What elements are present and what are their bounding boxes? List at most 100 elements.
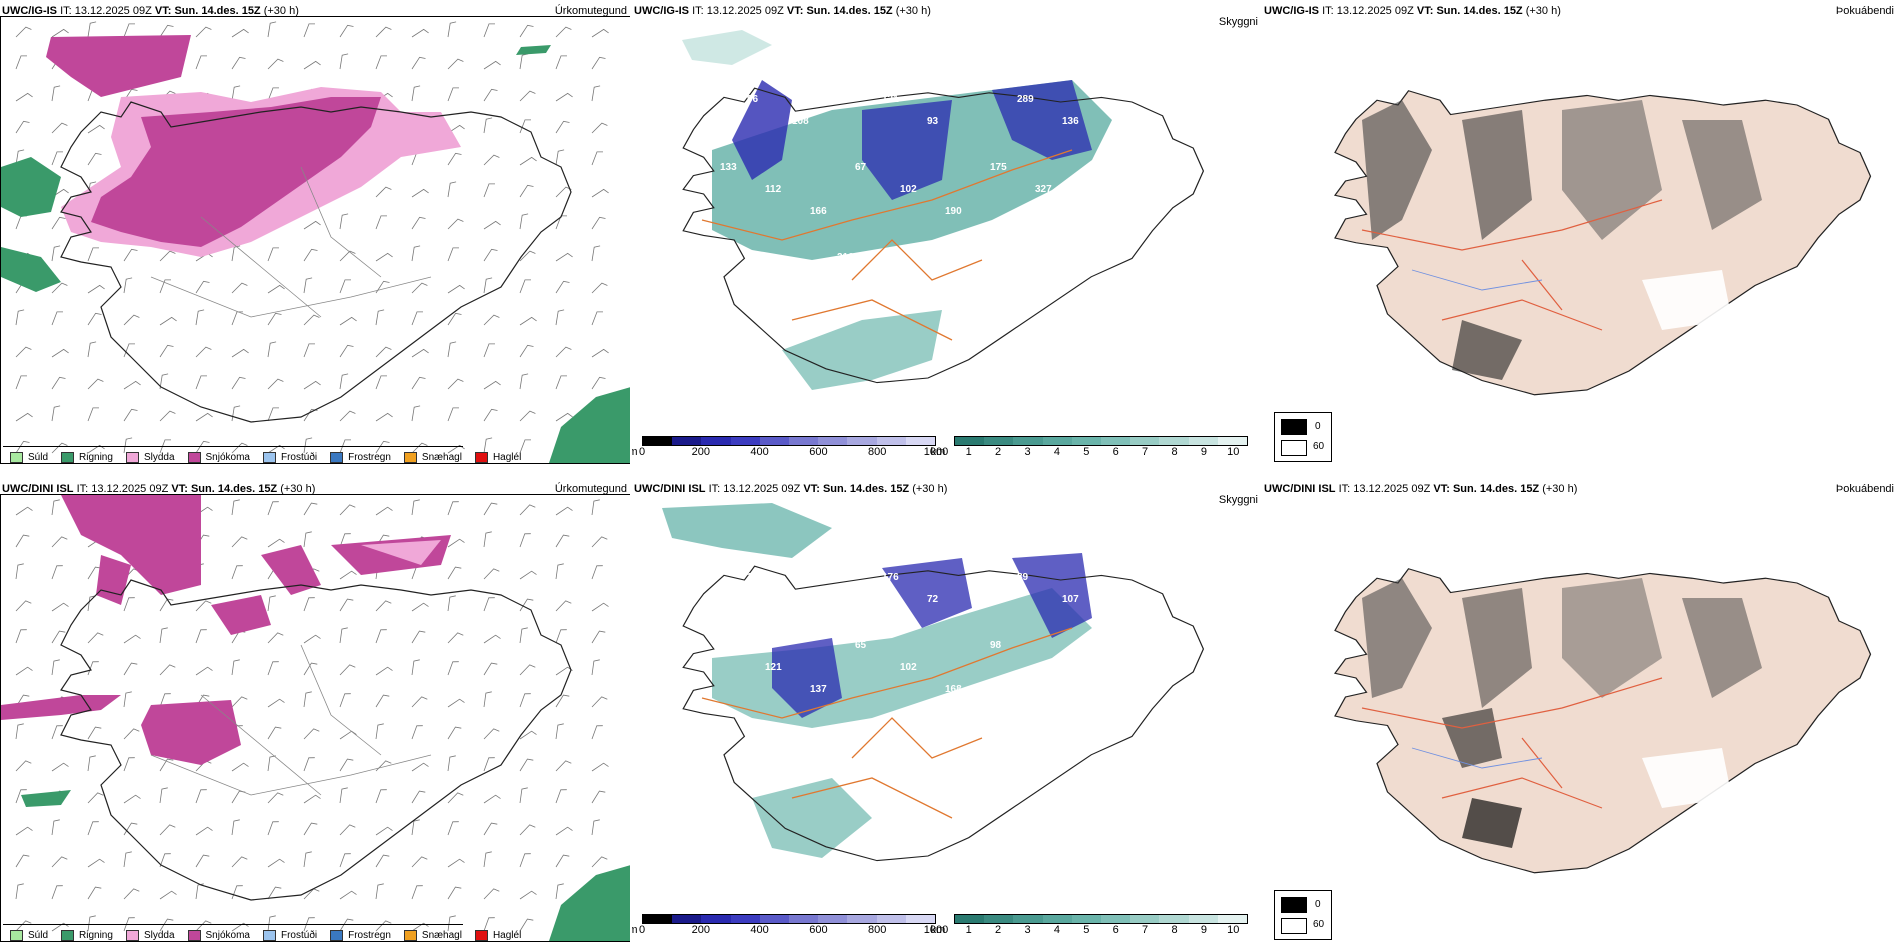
legend-label: Rigning [79,929,113,941]
colorbar-segment [955,915,985,923]
ceiling-colorbar: m 0 200 400 600 800 1000 [632,914,948,936]
legend-label: Snæhagl [421,929,462,941]
legend-swatch [474,451,488,463]
colorbar-tick-label: 7 [1142,446,1149,458]
legend-item: Rigning [61,929,113,941]
legend-swatch [61,451,75,463]
legend-label: Frostúði [280,451,318,463]
legend-item: Frostregn [330,451,391,463]
visibility-colorbar-ticks: km 1 2 3 4 5 6 7 8 9 10 [930,446,1240,458]
colorbar-tick-label: 2 [995,924,1002,936]
colorbar-tick-label: 7 [1142,924,1149,936]
panel-title: Skyggni [1218,494,1258,506]
colorbar-segment [876,915,906,923]
fog-legend-high-label: 0 [1315,899,1321,910]
ceiling-label: 172 [972,252,989,263]
precip-panel-top: UWC/IG-IS IT: 13.12.2025 09Z VT: Sun. 14… [0,0,630,470]
ceiling-label: 93 [927,116,939,127]
fog-legend: 0 60 [1274,890,1332,940]
colorbar-segment [1217,915,1248,923]
legend-label: Rigning [79,451,113,463]
legend-label: Snjókoma [205,451,250,463]
colorbar-segment [1101,915,1131,923]
ceiling-label: 102 [882,274,899,285]
colorbar-tick-label: 800 [868,446,887,458]
ceiling-colorbar-fill [642,436,936,446]
ceiling-label: 216 [837,252,854,263]
visibility-colorbar-ticks: km 1 2 3 4 5 6 7 8 9 10 [930,924,1240,936]
visibility-map: 221 96 108 102 121 93 313 289 136 133 112 166 67 102 1… [682,30,1205,390]
colorbar-tick-label: 1000 [923,446,949,458]
colorbar-tick-label: 200 [691,446,710,458]
colorbar-segment [1188,915,1218,923]
ceiling-label: 137 [810,684,827,695]
panel-header: UWC/DINI ISL IT: 13.12.2025 09Z VT: Sun.… [1264,483,1578,495]
fog-legend-high-swatch [1281,897,1307,913]
colorbar-segment [701,915,731,923]
legend-item: Haglél [474,451,521,463]
colorbar-segment [1130,437,1160,445]
ceiling-label: 313 [972,72,989,83]
colorbar-segment [730,437,760,445]
legend-label: Súld [28,929,49,941]
panel-title: Úrkomutegund [554,483,627,495]
fog-panel-bottom: UWC/DINI ISL IT: 13.12.2025 09Z VT: Sun.… [1262,478,1900,948]
legend-swatch [262,451,276,463]
legend-swatch [187,451,201,463]
colorbar-segment [789,915,819,923]
colorbar-segment [984,915,1014,923]
colorbar-tick-label: 9 [1200,924,1207,936]
legend-swatch [10,451,23,463]
colorbar-segment [1217,437,1248,445]
visibility-panel-bottom: UWC/DINI ISL IT: 13.12.2025 09Z VT: Sun.… [632,478,1260,948]
colorbar-tick-label: 4 [1053,446,1060,458]
legend-item: Rigning [61,451,113,463]
panel-title: Skyggni [1218,16,1258,28]
colorbar-segment [905,437,936,445]
visibility-colorbar-fill [954,914,1248,924]
colorbar-segment [789,437,819,445]
colorbar-segment [876,437,906,445]
colorbar-tick-label: 0 [638,924,646,936]
colorbar-segment [643,915,673,923]
colorbar-tick-label: 1 [965,446,972,458]
colorbar-segment [818,915,848,923]
fog-legend-high-label: 0 [1315,421,1321,432]
legend-label: Súld [28,451,49,463]
precip-map-frame [0,494,630,942]
visibility-colorbar-fill [954,436,1248,446]
legend-label: Haglél [492,929,522,941]
colorbar-tick-label: 10 [1227,924,1240,936]
legend-item: Súld [10,451,49,463]
fog-legend-low-label: 60 [1313,441,1325,452]
fog-legend-low-swatch [1281,440,1307,456]
ceiling-label: 100 [972,550,989,561]
legend-swatch [125,929,139,941]
ceiling-label: 289 [1017,94,1034,105]
ceiling-colorbar-ticks: m 0 200 400 600 800 1000 [632,446,949,458]
ceiling-label: 748 [702,550,719,561]
colorbar-segment [759,437,790,445]
colorbar-segment [1130,915,1160,923]
legend-item: Snjókoma [187,451,250,463]
ceiling-label: 108 [792,116,809,127]
ceiling-label: 160 [837,550,854,561]
legend-item: Snæhagl [403,929,462,941]
colorbar-segment [1013,437,1043,445]
colorbar-tick-label: 2 [995,446,1002,458]
colorbar-tick-label: 1000 [923,924,949,936]
ceiling-label: 242 [747,274,764,285]
fog-map [1333,568,1872,874]
ceiling-label: 221 [702,72,719,83]
colorbar-segment [1159,915,1189,923]
colorbar-segment [847,915,877,923]
fog-map [1333,90,1872,396]
legend-item: Haglél [474,929,522,941]
panel-header: UWC/IG-IS IT: 13.12.2025 09Z VT: Sun. 14… [1264,5,1561,17]
legend-swatch [403,929,417,941]
legend-item: Súld [10,929,49,941]
ceiling-label: 117 [792,594,809,605]
panel-title: Þokuábendi [1835,483,1894,495]
colorbar-tick-label: 600 [809,924,828,936]
ceiling-label: 168 [945,684,962,695]
